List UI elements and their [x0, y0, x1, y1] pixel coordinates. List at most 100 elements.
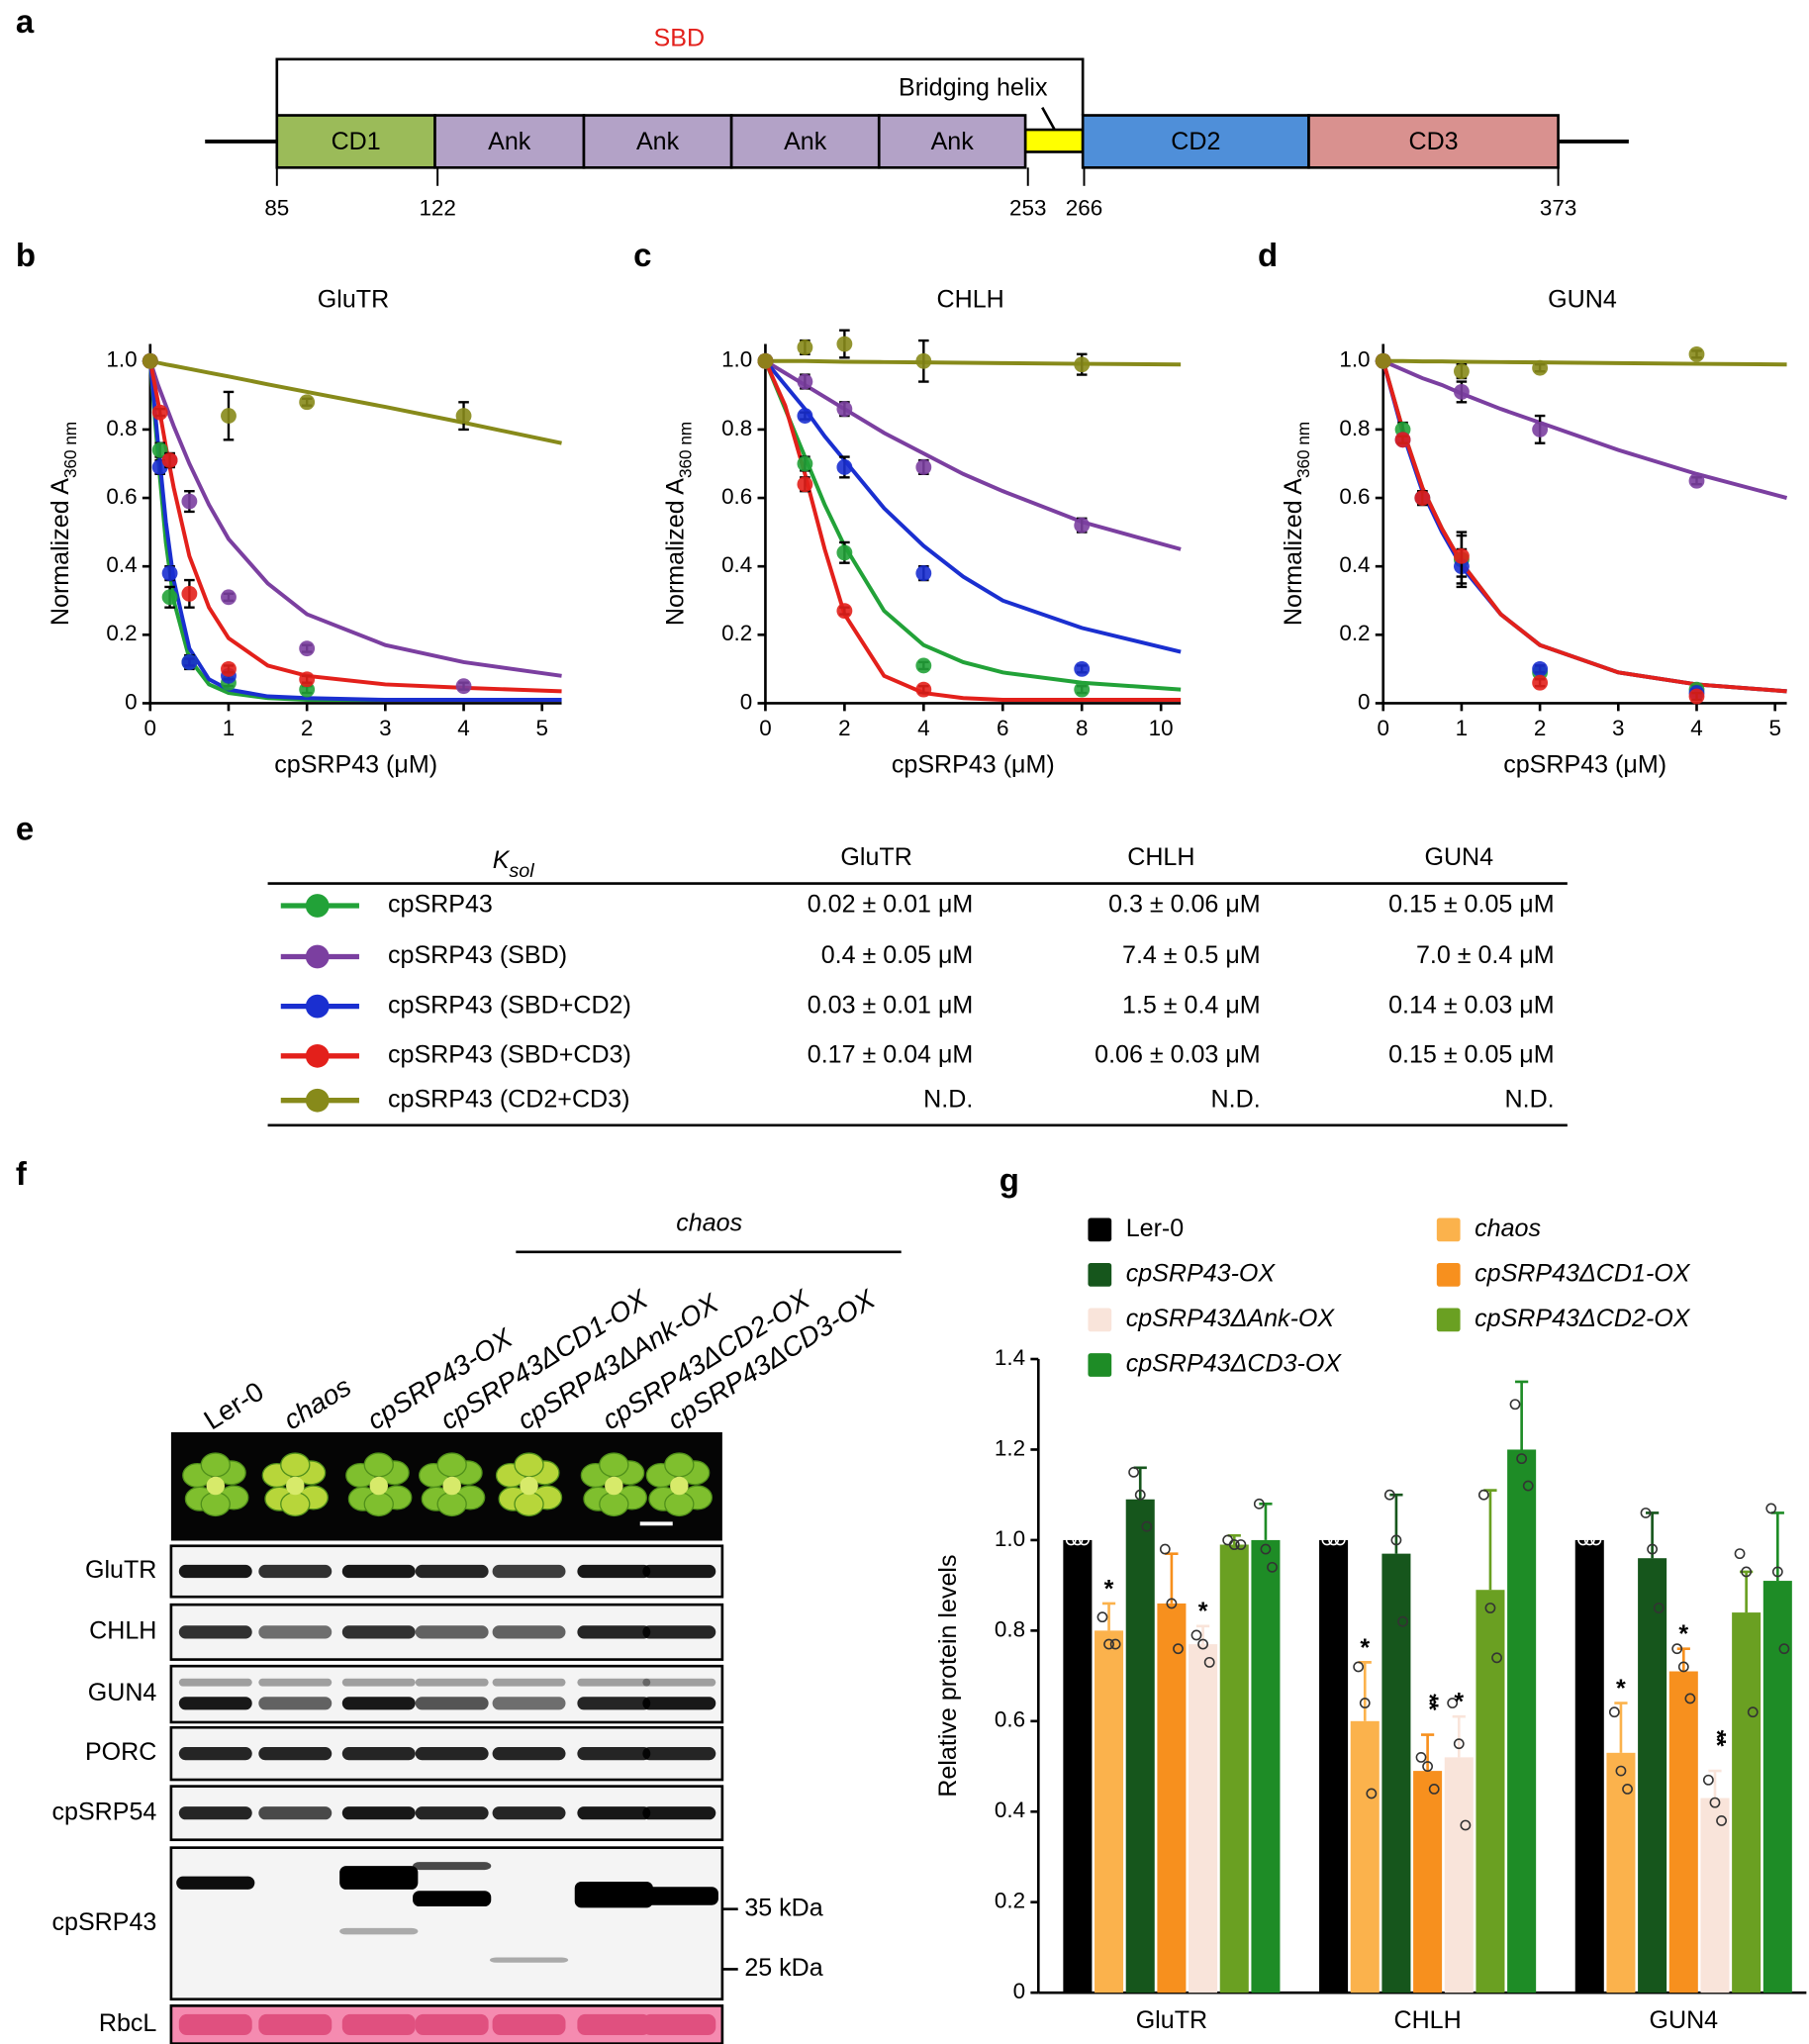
group-label: chaos — [676, 1210, 742, 1237]
replicate-point — [1491, 1652, 1502, 1664]
y-tick-label: 0.8 — [721, 416, 752, 440]
replicate-point — [1709, 1797, 1721, 1808]
rosette-leaf — [363, 1491, 394, 1517]
panel-label: f — [16, 1155, 28, 1192]
x-tick-label: 6 — [997, 716, 1008, 740]
data-point — [142, 352, 158, 369]
replicate-point — [1428, 1783, 1440, 1795]
blot-band — [415, 1564, 489, 1579]
table-cell: N.D. — [1505, 1085, 1555, 1113]
position-label: 253 — [1009, 195, 1046, 220]
replicate-point — [1615, 1765, 1627, 1777]
blot-band — [413, 1891, 492, 1907]
legend-label: cpSRP43ΔCD1-OX — [1475, 1260, 1691, 1288]
rosette-center — [369, 1476, 388, 1496]
replicate-point — [1173, 1643, 1184, 1655]
blot-band — [178, 1625, 252, 1639]
replicate-point — [1128, 1466, 1140, 1478]
y-tick-label: 1.0 — [721, 347, 752, 372]
replicate-point — [1702, 1774, 1714, 1786]
legend-marker — [305, 944, 330, 969]
row-name: cpSRP43 — [388, 891, 493, 919]
replicate-point — [1583, 1534, 1595, 1546]
legend-marker — [305, 1088, 330, 1113]
row-name: cpSRP43 (SBD) — [388, 941, 567, 969]
column-header: GUN4 — [1424, 843, 1493, 871]
blot-band — [415, 1806, 489, 1820]
data-point — [1074, 356, 1091, 373]
error-bar — [1101, 1602, 1116, 1631]
domain-label: Ank — [784, 128, 827, 155]
chart-title: GUN4 — [1548, 286, 1617, 314]
x-tick-label: 5 — [1768, 716, 1780, 740]
y-tick-label: 1.0 — [106, 347, 137, 372]
blot-band — [415, 2013, 489, 2036]
y-tick-label: 0.8 — [995, 1616, 1025, 1641]
blot-row-label: GUN4 — [88, 1679, 157, 1706]
data-point — [1688, 345, 1705, 362]
fit-curve — [763, 360, 1182, 692]
blot-band — [178, 1678, 252, 1687]
y-tick-label: 0.4 — [995, 1798, 1025, 1822]
sbd-bracket — [275, 57, 1085, 116]
replicate-point — [1096, 1611, 1108, 1623]
bar — [1350, 1720, 1380, 1994]
y-tick-label: 0.8 — [106, 416, 137, 440]
blot-band — [639, 1887, 718, 1905]
domain-label: CD1 — [332, 128, 381, 155]
data-point — [161, 452, 178, 468]
data-point — [181, 493, 198, 510]
legend-label: Ler-0 — [1126, 1215, 1185, 1242]
blot-row-label: cpSRP54 — [51, 1798, 156, 1825]
significance: * — [1360, 1634, 1370, 1662]
y-axis-label: Normalized A360 nm — [1280, 422, 1313, 626]
domain-label: Ank — [636, 128, 680, 155]
significance: * — [1616, 1675, 1626, 1703]
data-point — [836, 544, 853, 561]
domain-label: CD2 — [1171, 128, 1220, 155]
y-axis-label-sub: 360 nm — [60, 422, 80, 478]
legend-swatch — [1436, 1308, 1461, 1332]
x-tick-label: 0 — [1377, 716, 1388, 740]
blot-row-label: CHLH — [89, 1616, 156, 1644]
bar — [1574, 1539, 1604, 1994]
replicate-point — [1065, 1534, 1077, 1546]
blot-band — [341, 1678, 416, 1687]
blot-row-label: PORC — [85, 1738, 156, 1766]
replicate-point — [1390, 1534, 1402, 1546]
data-point — [221, 408, 237, 425]
x-tick-label: 0 — [144, 716, 156, 740]
panel-label: g — [1000, 1162, 1019, 1199]
data-point — [915, 681, 932, 698]
x-tick-label: 2 — [301, 716, 313, 740]
error-bar — [1708, 1769, 1722, 1799]
data-point — [1532, 660, 1549, 677]
blot-band — [415, 1697, 489, 1710]
data-point — [1074, 517, 1091, 534]
y-tick-label: 0.2 — [721, 621, 752, 645]
bar — [1251, 1539, 1281, 1994]
y-tick-label: 0.2 — [995, 1889, 1025, 1913]
blot-band — [577, 1625, 651, 1639]
blot-frame — [169, 1664, 724, 1724]
replicate-point — [1334, 1534, 1346, 1546]
marker-label: 25 kDa — [744, 1954, 822, 1982]
data-point — [455, 678, 472, 695]
data-point — [1532, 359, 1549, 376]
blot-band — [341, 1747, 416, 1761]
error-bar — [1614, 1702, 1628, 1753]
y-tick-label: 1.2 — [995, 1435, 1025, 1460]
legend-marker — [305, 994, 330, 1019]
legend-swatch — [1088, 1263, 1112, 1287]
y-axis-label-main: Normalized A — [1280, 478, 1307, 626]
blot-band — [577, 2013, 651, 2036]
rosette-leaf — [200, 1452, 231, 1478]
blot-band — [577, 1564, 651, 1579]
data-point — [915, 352, 932, 369]
replicate-point — [1109, 1638, 1121, 1650]
y-tick-label: 0.6 — [1339, 484, 1370, 509]
blot-band — [341, 1564, 416, 1579]
domain-label: Ank — [931, 128, 975, 155]
blot-band — [415, 1625, 489, 1639]
